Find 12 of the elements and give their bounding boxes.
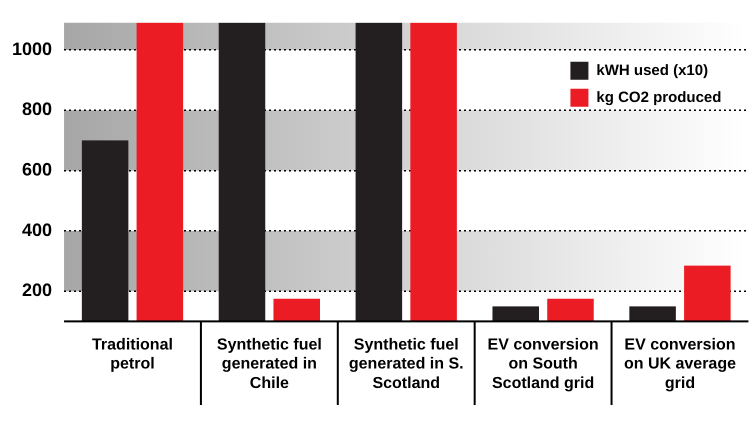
x-tick-label: Synthetic fuel generated in Chile: [216, 336, 322, 392]
x-tick-label: EV conversion on South Scotland grid: [488, 336, 599, 392]
y-tick-label: 200: [22, 280, 52, 300]
x-tick-label: EV conversion on UK average grid: [624, 336, 736, 392]
y-tick-label: 400: [22, 220, 52, 240]
y-tick-label: 600: [22, 160, 52, 180]
x-tick-label: Traditional petrol: [92, 336, 173, 373]
y-tick-label: 1000: [12, 38, 52, 59]
x-tick-label: Synthetic fuel generated in S. Scotland: [348, 336, 464, 392]
legend-label: kg CO2 produced: [596, 88, 722, 106]
legend-label: kWH used (x10): [596, 62, 708, 79]
y-tick-label: 800: [22, 99, 52, 120]
